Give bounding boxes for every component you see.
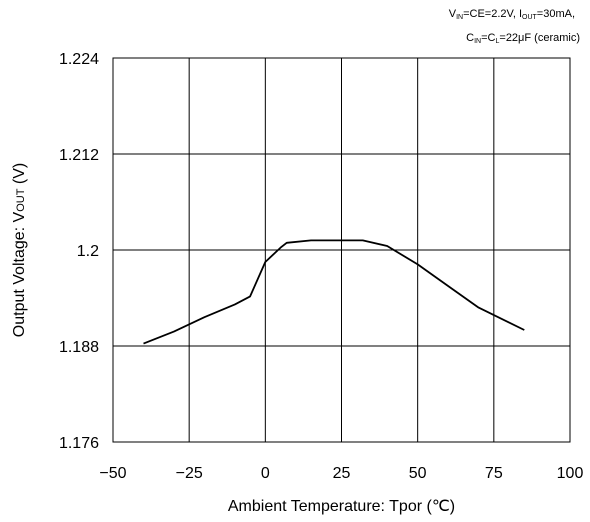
conditions-line-1: VIN=CE=2.2V, IOUT=30mA, — [449, 8, 575, 21]
conditions-line-2: CIN=CL=22μF (ceramic) — [466, 32, 580, 45]
condition-text: V — [448, 8, 457, 20]
y-axis-label: Output Voltage: VOUT (V) — [11, 163, 28, 337]
x-tick-label: 50 — [409, 465, 427, 482]
condition-text: =30mA, — [536, 8, 575, 20]
condition-subscript: IN — [474, 38, 482, 45]
condition-subscript: L — [495, 38, 500, 45]
condition-text: C — [466, 32, 475, 44]
y-tick-label: 1.2 — [77, 243, 99, 260]
series-lines — [143, 239, 525, 345]
x-tick-label: 100 — [557, 465, 584, 482]
x-tick-label: 75 — [485, 465, 503, 482]
grid-lines — [112, 57, 571, 443]
y-axis-label-main: Output Voltage: V — [11, 211, 28, 337]
condition-subscript: OUT — [522, 14, 537, 21]
condition-text: =C — [481, 32, 496, 44]
y-axis-label-unit: (V) — [11, 163, 28, 189]
plot-frame — [112, 57, 571, 443]
y-tick-label: 1.212 — [59, 147, 99, 164]
series-line — [143, 239, 525, 345]
condition-text: =CE=2.2V, I — [463, 8, 522, 20]
x-tick-label: 25 — [333, 465, 351, 482]
condition-text: =22μF (ceramic) — [499, 32, 580, 44]
condition-subscript: IN — [456, 14, 464, 21]
x-tick-label: −25 — [176, 465, 203, 482]
x-tick-labels: −50 −25 0 25 50 75 100 — [99, 465, 583, 482]
x-tick-label: 0 — [261, 465, 270, 482]
y-axis-label-sub: OUT — [15, 188, 27, 212]
x-axis-label: Ambient Temperature: Tpor (℃) — [228, 498, 455, 515]
y-tick-label: 1.188 — [59, 339, 99, 356]
y-tick-label: 1.176 — [59, 435, 99, 452]
y-tick-labels: 1.176 1.188 1.2 1.212 1.224 — [59, 51, 99, 452]
x-tick-label: −50 — [99, 465, 126, 482]
y-tick-label: 1.224 — [59, 51, 99, 68]
